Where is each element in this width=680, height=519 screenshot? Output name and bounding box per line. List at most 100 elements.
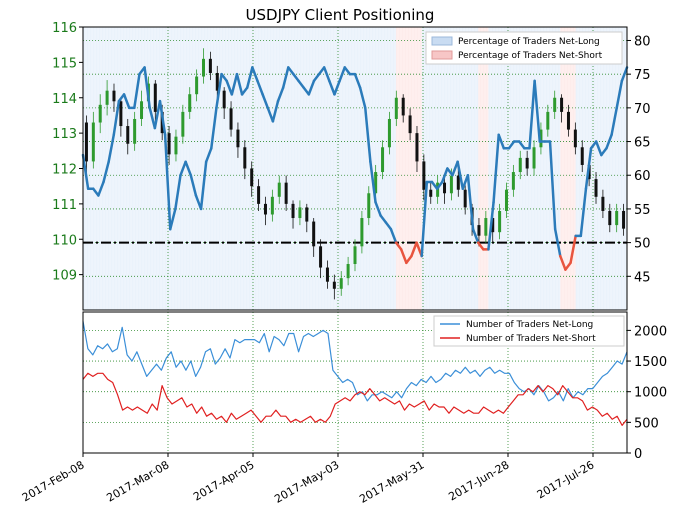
pct-tick-label: 80 xyxy=(634,34,651,49)
shade-band xyxy=(262,27,269,310)
positioning-line-series xyxy=(81,66,629,271)
candle-body xyxy=(387,118,391,148)
candle-body xyxy=(243,147,247,169)
trader-count-series xyxy=(82,321,628,426)
candle-body xyxy=(222,90,226,109)
candle-body xyxy=(408,115,412,134)
positioning-segment xyxy=(374,200,382,217)
candle-body xyxy=(195,76,199,95)
net-long-count-line xyxy=(82,321,628,402)
candle-body xyxy=(119,101,123,127)
shade-band xyxy=(514,27,520,310)
shade-band xyxy=(580,27,587,310)
shade-band xyxy=(298,27,305,310)
positioning-segment xyxy=(163,133,172,231)
percentage-axis-ticks: 45 50 55 60 65 70 75 80 xyxy=(627,34,651,285)
shade-band xyxy=(375,27,382,310)
positioning-segment xyxy=(307,79,316,96)
bottom-plot-frame xyxy=(82,311,628,454)
trader-count-panel: 0 500 1000 1500 2000 Number of Traders Net-L… xyxy=(82,311,667,462)
shade-band xyxy=(606,27,613,310)
count-tick-label: 1500 xyxy=(634,355,667,370)
candle-body xyxy=(298,207,302,219)
candle-body xyxy=(580,147,584,165)
positioning-segment xyxy=(179,160,187,177)
shade-band xyxy=(303,27,310,310)
positioning-segment xyxy=(435,180,444,190)
shade-band xyxy=(283,27,289,310)
positioning-segment xyxy=(600,147,608,157)
shade-band xyxy=(288,27,294,310)
shade-band xyxy=(129,27,135,310)
candle-body xyxy=(312,221,316,247)
positioning-segment xyxy=(379,214,388,224)
positioning-segment xyxy=(143,66,151,110)
bottom-legend: Number of Traders Net-Long Number of Tra… xyxy=(433,315,625,347)
positioning-segment xyxy=(487,200,495,251)
shade-band xyxy=(216,27,223,310)
candle-body xyxy=(594,179,598,197)
positioning-segment xyxy=(292,72,300,83)
positioning-segment xyxy=(220,72,228,83)
candle-body xyxy=(422,161,426,190)
shade-band xyxy=(201,27,207,310)
candle-body xyxy=(381,147,385,173)
candle-body xyxy=(153,83,157,112)
candle-body xyxy=(477,225,481,236)
shade-band xyxy=(616,27,623,310)
candle-body xyxy=(305,207,309,222)
candle-body xyxy=(622,210,626,229)
price-tick-label: 112 xyxy=(52,163,77,178)
shade-band xyxy=(442,27,448,310)
shade-band xyxy=(257,27,264,310)
shade-band xyxy=(247,27,253,310)
positioning-segment xyxy=(281,66,290,89)
shade-band xyxy=(467,27,474,310)
positioning-segment xyxy=(199,160,208,211)
shade-band xyxy=(457,27,464,310)
positioning-segment xyxy=(430,180,439,190)
candle-body xyxy=(539,129,543,148)
shade-band xyxy=(621,27,628,310)
positioning-segment xyxy=(466,173,475,231)
legend-label-net-short-pct: Percentage of Traders Net-Short xyxy=(458,51,603,61)
date-tick-label: 2017-Apr-05 xyxy=(191,458,256,503)
positioning-segment xyxy=(240,86,249,96)
candle-body xyxy=(215,72,219,91)
positioning-segment xyxy=(440,167,449,184)
positioning-segment xyxy=(517,140,526,150)
shade-band xyxy=(611,27,618,310)
positioning-segment xyxy=(287,66,295,76)
candle-body xyxy=(188,94,192,112)
pct-tick-label: 45 xyxy=(634,270,651,285)
candle-body xyxy=(126,126,130,144)
shade-band xyxy=(396,27,402,310)
top-legend-box xyxy=(425,31,623,65)
positioning-segment xyxy=(276,86,285,103)
positioning-segment xyxy=(81,153,90,190)
candle-body xyxy=(360,218,364,247)
shade-band xyxy=(344,27,351,310)
shade-band xyxy=(108,27,115,310)
shade-band xyxy=(231,27,238,310)
shade-band xyxy=(308,27,315,310)
candle-body xyxy=(456,175,460,190)
candle-body xyxy=(236,129,240,148)
candle-body xyxy=(332,281,336,289)
candle-body xyxy=(91,122,95,162)
candle-body xyxy=(277,182,281,197)
candle-body xyxy=(608,210,612,226)
candle-body xyxy=(270,196,274,215)
candle-body xyxy=(291,203,295,219)
shade-band xyxy=(498,27,505,310)
shade-band xyxy=(159,27,166,310)
date-tick-label: 2017-May-03 xyxy=(272,458,341,506)
shade-band xyxy=(324,27,330,310)
shade-band xyxy=(462,27,469,310)
positioning-segment xyxy=(410,241,418,258)
candle-body xyxy=(504,189,508,211)
candle-body xyxy=(498,210,502,233)
candle-body xyxy=(339,278,343,289)
shade-band xyxy=(124,27,130,310)
positioning-segment xyxy=(343,66,352,76)
